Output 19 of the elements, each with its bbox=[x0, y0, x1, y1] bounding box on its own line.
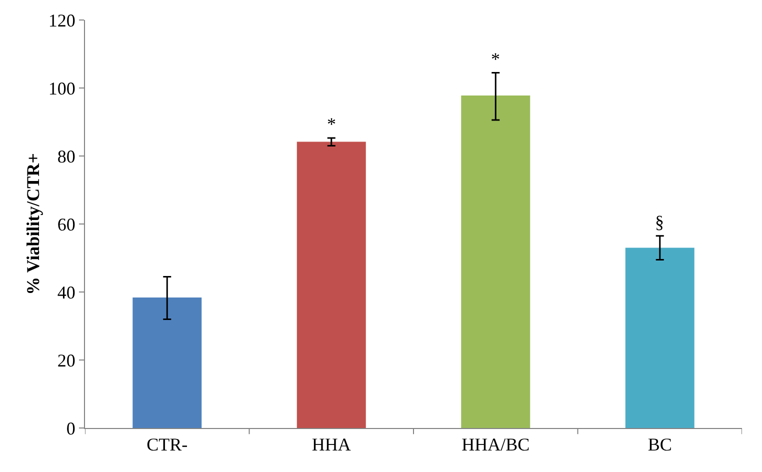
annotation: § bbox=[655, 212, 664, 232]
annotation: * bbox=[491, 49, 500, 69]
x-tick-label: HHA/BC bbox=[462, 434, 530, 455]
annotation: * bbox=[327, 114, 336, 134]
x-tick-label: BC bbox=[648, 434, 672, 455]
x-tick-label: CTR- bbox=[146, 434, 188, 455]
y-tick-label: 60 bbox=[57, 214, 76, 234]
y-tick-label: 80 bbox=[57, 146, 76, 166]
bar bbox=[132, 297, 202, 428]
y-tick-label: 100 bbox=[48, 78, 76, 98]
bar bbox=[461, 95, 530, 428]
y-tick-label: 0 bbox=[66, 418, 76, 438]
y-axis-title: % Viability/CTR+ bbox=[23, 153, 43, 295]
y-tick-label: 120 bbox=[48, 10, 76, 30]
bar bbox=[296, 142, 366, 428]
x-tick-label: HHA bbox=[312, 434, 351, 455]
bar bbox=[625, 248, 694, 428]
y-tick-label: 20 bbox=[57, 350, 76, 370]
y-tick-label: 40 bbox=[57, 282, 76, 302]
